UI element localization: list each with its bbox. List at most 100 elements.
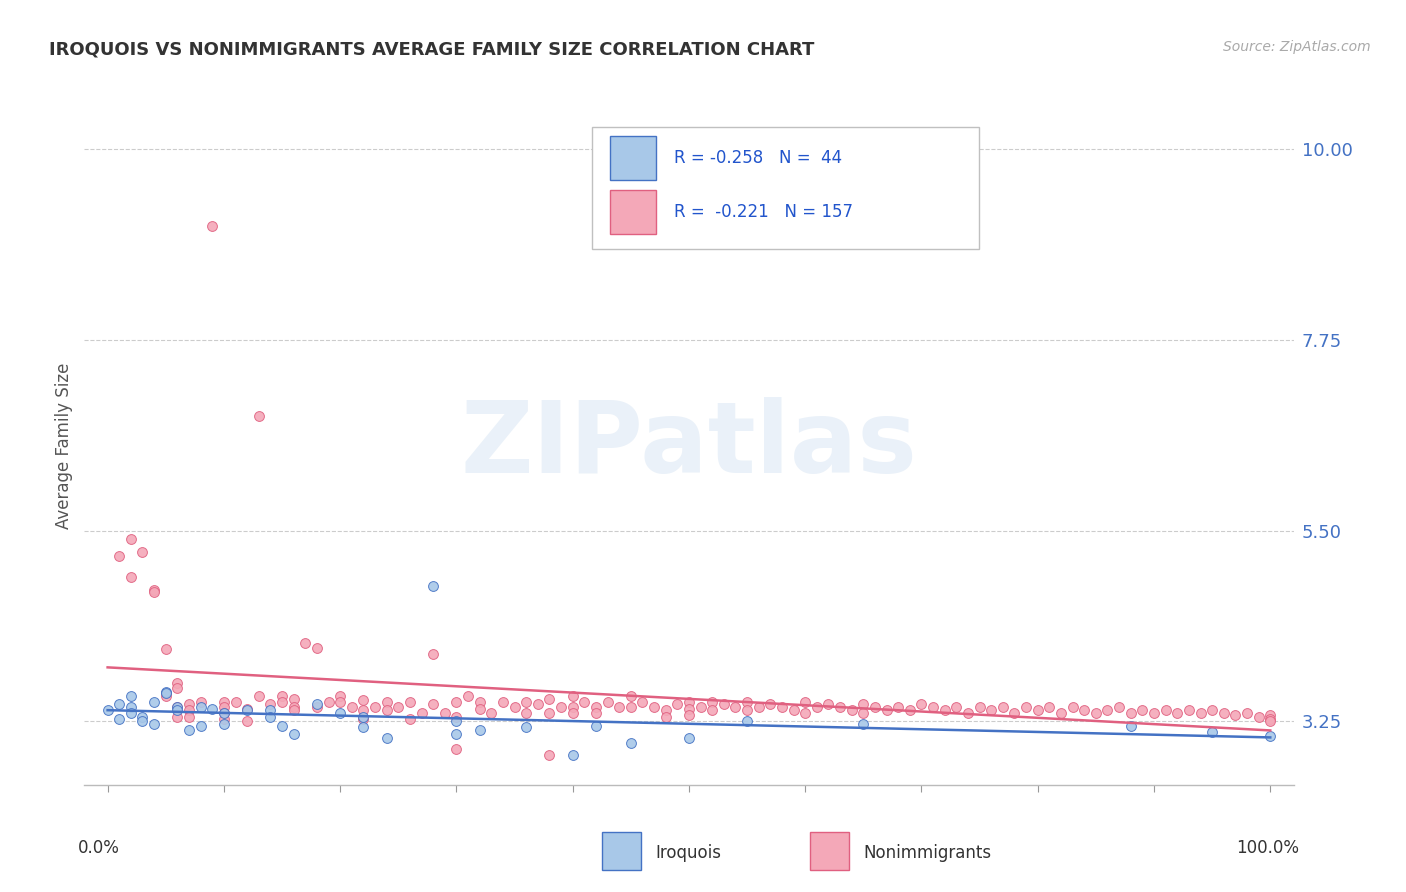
Point [1026, 703, 1049, 717]
Point [956, 706, 979, 720]
Point [503, 700, 526, 714]
Point [1258, 729, 1281, 743]
Point [283, 727, 305, 741]
Point [515, 695, 537, 709]
Point [120, 700, 142, 714]
Point [1015, 700, 1038, 714]
Point [446, 714, 468, 729]
Point [143, 717, 166, 731]
Point [1038, 700, 1060, 714]
Point [143, 584, 166, 599]
Point [422, 647, 444, 661]
Point [887, 700, 910, 714]
Point [631, 695, 654, 709]
Point [922, 700, 945, 714]
Text: R = -0.258   N =  44: R = -0.258 N = 44 [675, 149, 842, 167]
Point [131, 545, 153, 559]
Point [561, 689, 583, 703]
Point [492, 695, 515, 709]
Point [212, 700, 235, 714]
Point [143, 695, 166, 709]
Point [329, 689, 352, 703]
Point [1189, 706, 1212, 720]
Point [596, 695, 619, 709]
Point [108, 549, 131, 564]
Point [468, 701, 491, 715]
Point [364, 700, 387, 714]
Point [446, 695, 468, 709]
Point [399, 695, 422, 709]
Point [166, 700, 188, 714]
Point [841, 703, 863, 717]
Point [1247, 710, 1270, 724]
Point [236, 714, 259, 729]
Point [898, 703, 921, 717]
Point [759, 698, 782, 712]
Point [1097, 703, 1119, 717]
Point [1154, 703, 1177, 717]
Point [1119, 706, 1142, 720]
Point [318, 695, 340, 709]
Point [399, 712, 422, 726]
FancyBboxPatch shape [610, 136, 657, 180]
Text: 0.0%: 0.0% [79, 839, 120, 857]
Point [305, 640, 328, 655]
Point [515, 706, 537, 720]
Point [155, 686, 177, 700]
Point [1212, 706, 1234, 720]
Point [1050, 706, 1073, 720]
Point [806, 700, 828, 714]
Point [177, 723, 200, 737]
Point [166, 703, 188, 717]
Point [271, 695, 294, 709]
Point [352, 693, 374, 707]
Point [538, 748, 561, 763]
Point [863, 700, 886, 714]
Point [422, 698, 444, 712]
Point [108, 698, 131, 712]
Point [108, 712, 131, 726]
Point [1178, 703, 1201, 717]
Point [155, 686, 177, 700]
Point [305, 698, 328, 712]
Point [910, 698, 932, 712]
FancyBboxPatch shape [602, 832, 641, 870]
Point [1225, 708, 1247, 723]
Point [155, 685, 177, 699]
Point [654, 710, 676, 724]
Point [794, 695, 817, 709]
Point [212, 706, 235, 720]
Point [735, 695, 758, 709]
Point [654, 703, 676, 717]
Point [1236, 706, 1258, 720]
Point [201, 701, 224, 715]
Point [143, 583, 166, 598]
Point [212, 695, 235, 709]
Point [980, 703, 1002, 717]
Point [422, 579, 444, 593]
Point [735, 703, 758, 717]
Point [212, 717, 235, 731]
Point [748, 700, 770, 714]
Point [155, 689, 177, 703]
Point [352, 712, 374, 726]
Point [830, 700, 852, 714]
Point [1062, 700, 1084, 714]
Point [236, 703, 259, 717]
Point [247, 409, 270, 424]
Point [468, 695, 491, 709]
Point [585, 700, 607, 714]
Point [340, 700, 363, 714]
Point [1201, 703, 1223, 717]
Point [620, 689, 643, 703]
Point [607, 700, 630, 714]
Point [271, 689, 294, 703]
Point [120, 706, 142, 720]
Point [678, 731, 700, 746]
Y-axis label: Average Family Size: Average Family Size [55, 363, 73, 529]
Point [1143, 706, 1166, 720]
Point [515, 720, 537, 734]
Point [678, 701, 700, 715]
Point [782, 703, 804, 717]
Point [735, 714, 758, 729]
